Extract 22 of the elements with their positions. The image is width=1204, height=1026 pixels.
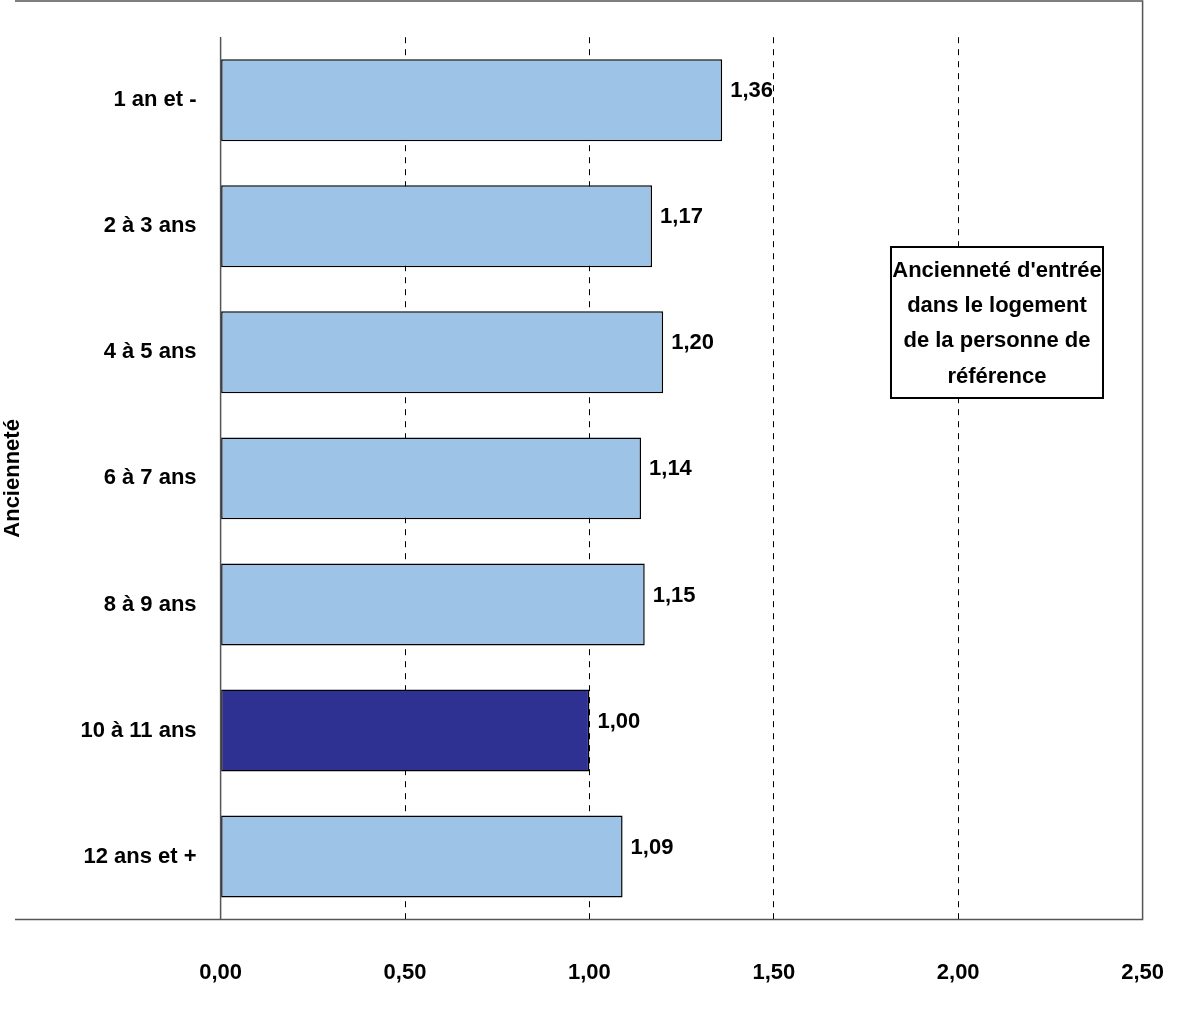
data-label: 1,14 [649, 455, 693, 481]
x-tick-label: 2,50 [1121, 958, 1164, 984]
x-tick-label: 2,00 [936, 958, 980, 984]
y-tick-label: 1 an et - [113, 86, 197, 112]
data-label: 1,00 [597, 707, 641, 733]
data-label: 1,36 [730, 77, 773, 103]
data-label: 1,17 [660, 203, 703, 229]
x-tick-label: 1,50 [752, 958, 796, 984]
annotation: Ancienneté d'entrée dans le logement de la personne de référence [890, 246, 1104, 399]
y-tick-label: 10 à 11 ans [80, 716, 197, 742]
y-tick-label: 6 à 7 ans [103, 464, 197, 490]
y-tick-label: 2 à 3 ans [103, 212, 197, 238]
y-axis-title: Ancienneté [0, 419, 25, 538]
y-tick-label: 8 à 9 ans [103, 590, 197, 616]
y-tick-label: 12 ans et + [83, 842, 197, 868]
data-label: 1,20 [671, 329, 714, 355]
y-tick-label: 4 à 5 ans [103, 338, 197, 364]
x-tick-label: 0,00 [199, 958, 243, 984]
x-tick-label: 0,50 [383, 958, 427, 984]
data-label: 1,09 [630, 833, 674, 859]
data-label: 1,15 [652, 581, 696, 607]
x-tick-label: 1,00 [567, 958, 611, 984]
